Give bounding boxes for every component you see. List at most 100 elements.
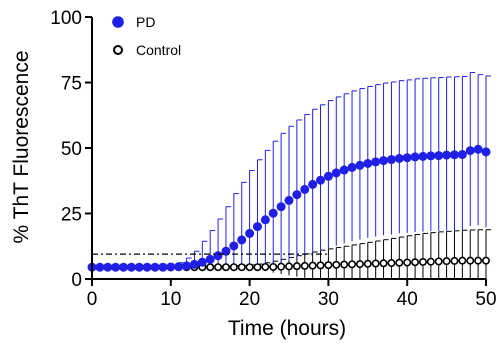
data-point-pd: [150, 262, 160, 272]
y-tick-label: 50: [61, 139, 82, 160]
data-point-control: [418, 257, 427, 266]
data-point-pd: [363, 158, 373, 168]
data-point-control: [284, 262, 293, 271]
y-tick-label: 100: [50, 8, 82, 29]
data-point-pd: [213, 251, 223, 261]
data-point-control: [237, 263, 246, 272]
y-tick-label: 0: [71, 270, 82, 291]
data-point-pd: [308, 179, 318, 189]
axes-layer: 0 25 50 75 100 0 10 20 30 40 50: [50, 8, 496, 310]
data-point-pd: [292, 190, 302, 200]
data-point-control: [474, 256, 483, 265]
data-point-control: [316, 261, 325, 270]
data-point-pd: [237, 235, 247, 245]
data-point-control: [340, 260, 349, 269]
data-point-control: [387, 259, 396, 268]
data-point-control: [332, 260, 341, 269]
data-point-control: [403, 258, 412, 267]
y-tick-label: 75: [61, 74, 82, 95]
data-point-pd: [339, 165, 349, 175]
data-point-control: [379, 259, 388, 268]
data-point-pd: [316, 175, 326, 185]
legend-label-control: Control: [136, 42, 181, 58]
data-point-pd: [95, 262, 105, 272]
data-point-pd: [229, 241, 239, 251]
data-point-pd: [402, 153, 412, 163]
data-point-control: [292, 262, 301, 271]
data-point-pd: [260, 215, 270, 225]
data-point-pd: [119, 262, 129, 272]
error-bars-layer: [91, 72, 491, 279]
data-point-pd: [355, 160, 365, 170]
data-point-pd: [418, 151, 428, 161]
data-point-pd: [457, 150, 467, 160]
legend-marker-pd: [112, 16, 124, 28]
data-point-pd: [221, 246, 231, 256]
data-point-control: [355, 260, 364, 269]
data-point-control: [324, 261, 333, 270]
data-point-control: [481, 256, 490, 265]
data-point-pd: [347, 162, 357, 172]
data-point-pd: [410, 152, 420, 162]
data-point-pd: [442, 150, 452, 160]
data-points-layer: [87, 144, 491, 272]
y-axis-title: % ThT Fluorescence: [10, 51, 33, 244]
data-point-pd: [276, 202, 286, 212]
data-point-control: [300, 261, 309, 270]
x-axis-title: Time (hours): [228, 317, 346, 340]
data-point-control: [411, 258, 420, 267]
x-tick-label: 0: [87, 289, 98, 310]
data-point-control: [371, 259, 380, 268]
data-point-pd: [111, 262, 121, 272]
data-point-control: [426, 257, 435, 266]
x-tick-label: 30: [318, 289, 339, 310]
y-tick-label: 25: [61, 205, 82, 226]
data-point-pd: [126, 262, 136, 272]
data-point-pd: [379, 156, 389, 166]
x-tick-label: 50: [475, 289, 496, 310]
data-point-pd: [481, 147, 491, 157]
data-point-control: [206, 263, 215, 272]
data-point-pd: [394, 153, 404, 163]
data-point-control: [363, 259, 372, 268]
data-point-pd: [426, 151, 436, 161]
data-point-control: [442, 257, 451, 266]
legend-label-pd: PD: [136, 14, 155, 30]
data-point-control: [229, 263, 238, 272]
x-tick-label: 20: [239, 289, 260, 310]
legend: PD Control: [112, 14, 181, 58]
data-point-pd: [134, 262, 144, 272]
x-tick-label: 40: [397, 289, 418, 310]
data-point-control: [221, 263, 230, 272]
data-point-control: [253, 263, 262, 272]
data-point-pd: [331, 168, 341, 178]
data-point-pd: [449, 150, 459, 160]
data-point-pd: [205, 254, 215, 264]
data-point-control: [434, 257, 443, 266]
data-point-pd: [142, 262, 152, 272]
data-point-pd: [158, 262, 168, 272]
data-point-pd: [103, 262, 113, 272]
data-point-pd: [386, 155, 396, 165]
data-point-pd: [245, 228, 255, 238]
data-point-control: [269, 262, 278, 271]
data-point-pd: [371, 157, 381, 167]
data-point-control: [245, 263, 254, 272]
data-point-control: [395, 258, 404, 267]
data-point-control: [450, 256, 459, 265]
data-point-pd: [323, 171, 333, 181]
data-point-pd: [197, 257, 207, 267]
data-point-pd: [434, 151, 444, 161]
data-point-pd: [189, 259, 199, 269]
data-point-control: [277, 262, 286, 271]
data-point-control: [458, 256, 467, 265]
data-point-pd: [182, 261, 192, 271]
data-point-pd: [166, 262, 176, 272]
data-point-pd: [174, 262, 184, 272]
data-point-control: [308, 261, 317, 270]
data-point-control: [466, 256, 475, 265]
data-point-pd: [252, 222, 262, 232]
data-point-pd: [465, 146, 475, 156]
